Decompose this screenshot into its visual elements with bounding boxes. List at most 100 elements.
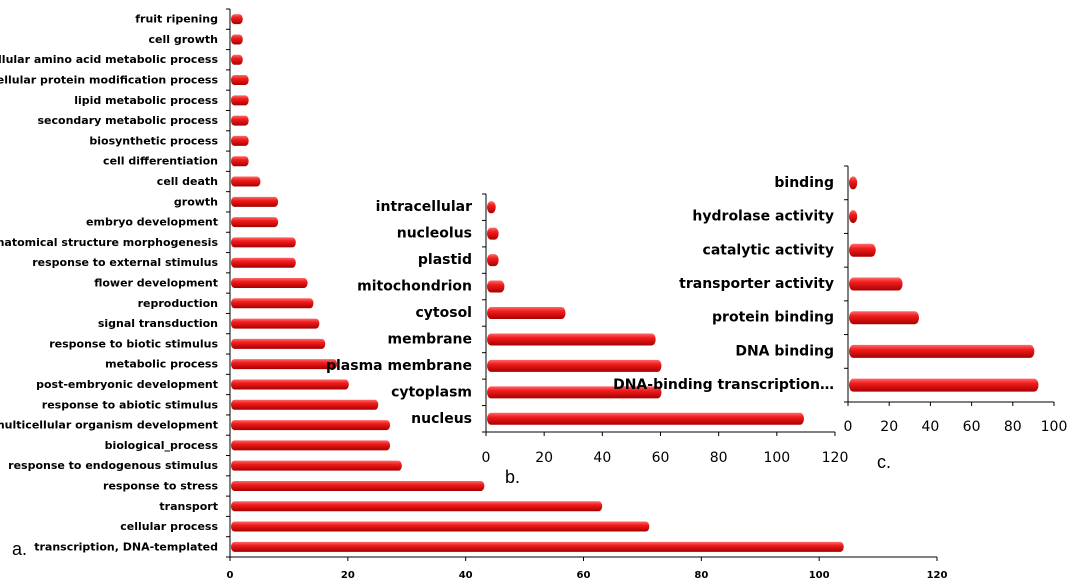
category-label: post-embryonic development <box>36 378 218 391</box>
bar <box>487 280 505 293</box>
category-label: biological_process <box>105 439 219 452</box>
bar <box>231 176 261 187</box>
category-label: reproduction <box>138 297 218 310</box>
bar <box>849 277 903 291</box>
category-label: cellular amino acid metabolic process <box>0 53 218 66</box>
bar <box>231 115 249 126</box>
category-label: DNA binding <box>735 343 834 359</box>
bar <box>231 217 279 228</box>
category-label: lipid metabolic process <box>74 94 218 107</box>
bar <box>231 399 379 410</box>
x-tick-label: 80 <box>1004 419 1022 435</box>
bar <box>487 227 499 240</box>
bar <box>849 311 920 325</box>
bar <box>231 257 296 268</box>
category-label: plastid <box>418 252 472 268</box>
category-label: response to stress <box>103 479 218 492</box>
category-label: cytoplasm <box>391 384 472 400</box>
category-label: cell death <box>157 175 218 188</box>
bar <box>231 75 249 86</box>
category-label: anatomical structure morphogenesis <box>0 236 218 249</box>
category-label: growth <box>174 195 218 208</box>
bar <box>231 318 320 329</box>
x-tick-label: 120 <box>927 570 948 581</box>
x-tick-label: 100 <box>809 570 830 581</box>
category-label: hydrolase activity <box>692 209 834 225</box>
panel-label: a. <box>12 539 27 559</box>
panel-label: b. <box>505 467 520 487</box>
bar <box>231 359 338 370</box>
category-label: catalytic activity <box>703 242 834 258</box>
x-tick-label: 120 <box>822 450 849 466</box>
category-label: multicellular organism development <box>0 419 218 432</box>
x-tick-label: 40 <box>593 450 611 466</box>
category-label: response to endogenous stimulus <box>8 459 218 472</box>
bar <box>487 201 496 214</box>
category-label: mitochondrion <box>357 279 472 295</box>
category-label: fruit ripening <box>135 13 218 26</box>
category-label: plasma membrane <box>326 358 472 374</box>
x-tick-label: 0 <box>227 570 234 581</box>
bar <box>487 412 805 425</box>
bar <box>231 278 308 288</box>
bar <box>231 196 279 207</box>
category-label: metabolic process <box>105 358 218 371</box>
category-label: nucleus <box>411 411 472 427</box>
bar <box>231 338 326 349</box>
bar <box>231 521 650 532</box>
x-tick-label: 80 <box>710 450 728 466</box>
category-label: embryo development <box>86 216 218 229</box>
panel-label: c. <box>877 452 891 472</box>
x-tick-label: 100 <box>763 450 790 466</box>
category-label: protein binding <box>712 310 834 326</box>
x-tick-label: 20 <box>535 450 553 466</box>
category-label: signal transduction <box>98 317 218 330</box>
bar <box>231 420 391 431</box>
bar <box>849 243 876 257</box>
x-tick-label: 20 <box>341 570 355 581</box>
x-tick-label: 40 <box>459 570 473 581</box>
x-tick-label: 60 <box>577 570 591 581</box>
bar <box>231 298 314 309</box>
x-tick-label: 80 <box>694 570 708 581</box>
bar <box>487 386 662 399</box>
x-tick-label: 0 <box>482 450 491 466</box>
x-tick-label: 60 <box>963 419 981 435</box>
category-label: membrane <box>387 331 472 347</box>
x-tick-label: 100 <box>1041 419 1068 435</box>
bar <box>849 378 1039 392</box>
bar <box>487 359 662 372</box>
category-label: biosynthetic process <box>89 134 218 147</box>
bar <box>231 379 349 390</box>
category-label: response to biotic stimulus <box>49 337 218 350</box>
category-label: cell growth <box>149 33 218 46</box>
bar <box>231 440 391 451</box>
bar <box>231 501 603 512</box>
category-label: transporter activity <box>679 276 834 292</box>
category-label: transport <box>159 500 218 513</box>
bar <box>849 210 858 224</box>
category-label: nucleolus <box>397 226 472 242</box>
panel-a-chart: fruit ripening cell growth cellular amino … <box>0 8 948 581</box>
category-label: secondary metabolic process <box>38 114 219 127</box>
bar <box>487 333 656 346</box>
category-label: cellular protein modification process <box>0 74 218 87</box>
bar <box>231 541 844 552</box>
category-label: binding <box>774 175 834 191</box>
category-label: flower development <box>94 277 218 290</box>
category-label: intracellular <box>376 199 472 215</box>
x-tick-label: 0 <box>844 419 853 435</box>
category-label: cellular process <box>120 520 218 533</box>
category-label: DNA-binding transcription… <box>613 377 834 393</box>
category-label: cell differentiation <box>103 155 218 168</box>
bar <box>231 54 243 65</box>
panel-b-chart: intracellular nucleolus plastid mitochondri… <box>326 193 849 487</box>
bar <box>231 156 249 167</box>
category-label: transcription, DNA-templated <box>34 540 218 553</box>
bar <box>231 460 402 471</box>
category-label: response to external stimulus <box>32 256 218 269</box>
bar <box>231 34 243 45</box>
bar <box>849 344 1035 358</box>
x-tick-label: 40 <box>921 419 939 435</box>
